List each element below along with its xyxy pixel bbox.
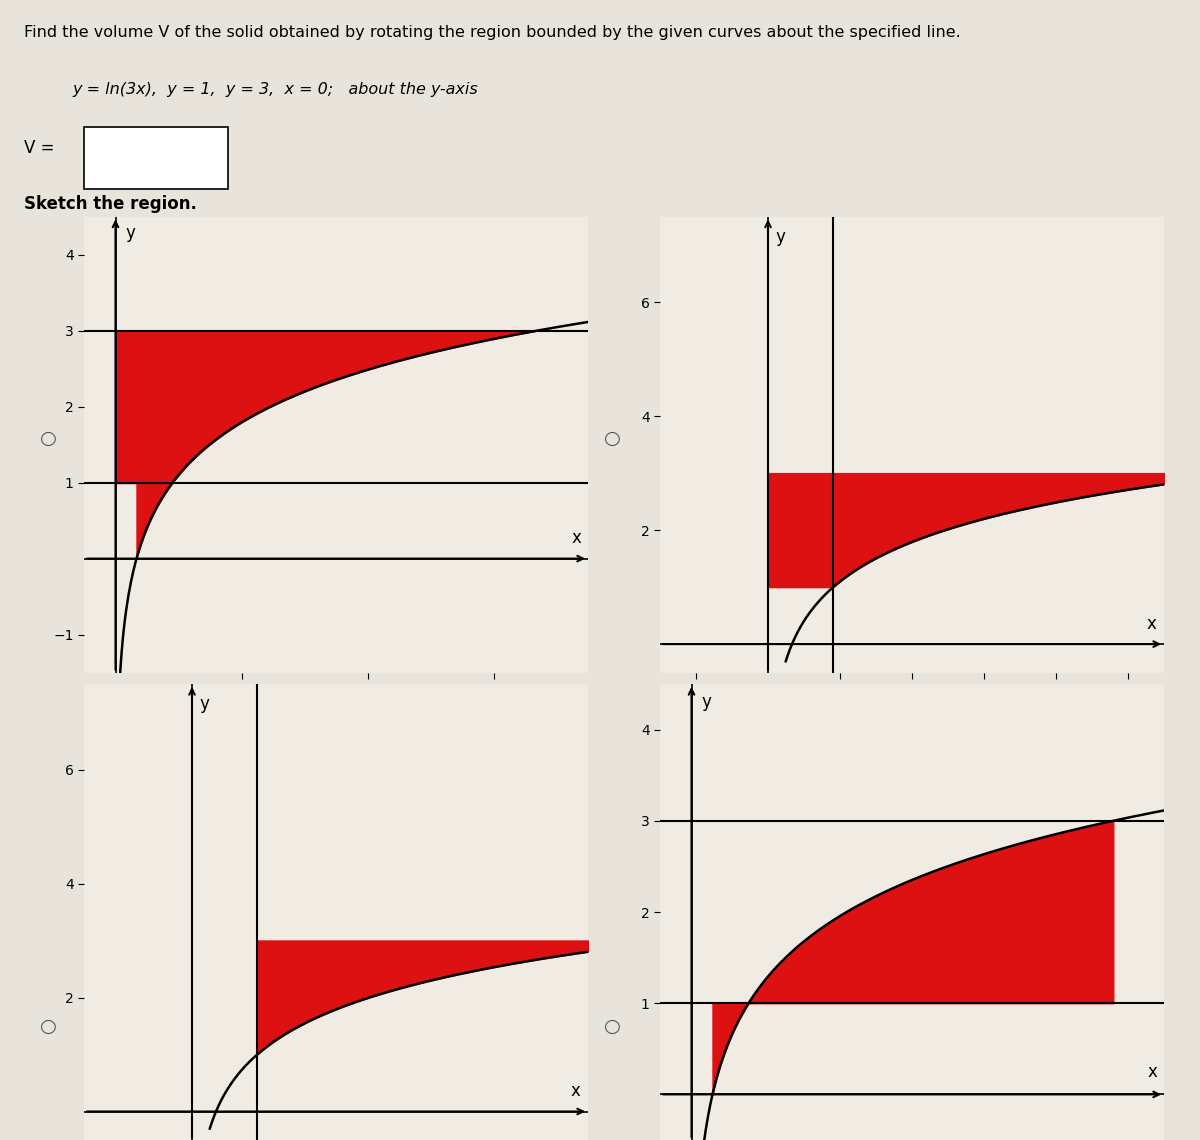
Text: y: y <box>125 225 134 242</box>
Text: y = ln(3x),  y = 1,  y = 3,  x = 0;   about the y-axis: y = ln(3x), y = 1, y = 3, x = 0; about t… <box>72 82 478 97</box>
Text: V =: V = <box>24 139 54 156</box>
Text: y: y <box>199 695 209 714</box>
Text: x: x <box>572 529 582 547</box>
Text: x: x <box>1148 1062 1158 1081</box>
FancyBboxPatch shape <box>84 128 228 189</box>
Text: Find the volume V of the solid obtained by rotating the region bounded by the gi: Find the volume V of the solid obtained … <box>24 25 961 40</box>
Text: Sketch the region.: Sketch the region. <box>24 195 197 213</box>
Text: y: y <box>701 693 710 711</box>
Text: ○: ○ <box>604 1017 620 1035</box>
Text: x: x <box>1147 614 1157 633</box>
Text: ○: ○ <box>40 430 56 448</box>
Text: x: x <box>571 1082 581 1100</box>
Text: y: y <box>775 228 785 246</box>
Text: ○: ○ <box>40 1017 56 1035</box>
Text: ○: ○ <box>604 430 620 448</box>
